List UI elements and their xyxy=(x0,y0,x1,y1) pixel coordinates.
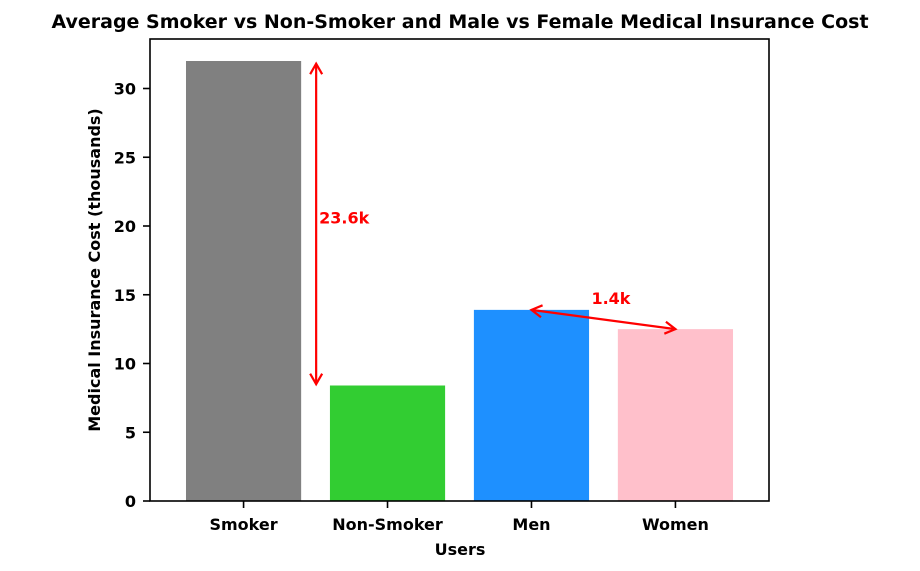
x-tick-label-non-smoker: Non-Smoker xyxy=(332,515,443,534)
plot-frame xyxy=(149,38,770,502)
y-tick-label-10: 10 xyxy=(114,355,136,374)
difference-arrow-smoker-head-0 xyxy=(309,61,324,75)
difference-arrow-gender-head-0 xyxy=(529,304,543,319)
x-axis-label: Users xyxy=(435,540,486,559)
chart-title: Average Smoker vs Non-Smoker and Male vs… xyxy=(51,11,868,33)
difference-arrow-gender-shaft xyxy=(531,308,676,331)
difference-arrow-gender xyxy=(529,304,678,335)
difference-label-gender: 1.4k xyxy=(591,289,630,308)
bar-women xyxy=(617,329,734,501)
y-tick-label-15: 15 xyxy=(114,286,136,305)
y-tick-label-20: 20 xyxy=(114,217,136,236)
y-tick-label-30: 30 xyxy=(114,80,136,99)
difference-arrow-gender-head-1 xyxy=(663,320,678,335)
x-tick-label-women: Women xyxy=(642,515,709,534)
difference-arrow-smoker-head-1 xyxy=(309,373,324,387)
bar-non-smoker xyxy=(329,385,446,501)
x-tick-label-smoker: Smoker xyxy=(209,515,277,534)
y-tick-label-25: 25 xyxy=(114,148,136,167)
y-axis-label: Medical Insurance Cost (thousands) xyxy=(85,108,104,432)
y-tick-label-5: 5 xyxy=(125,423,136,442)
x-tick-label-men: Men xyxy=(512,515,550,534)
difference-arrow-smoker xyxy=(309,61,324,387)
bar-smoker xyxy=(185,61,302,501)
difference-label-smoker: 23.6k xyxy=(319,208,369,227)
bar-men xyxy=(473,309,590,501)
y-tick-label-0: 0 xyxy=(125,492,136,511)
